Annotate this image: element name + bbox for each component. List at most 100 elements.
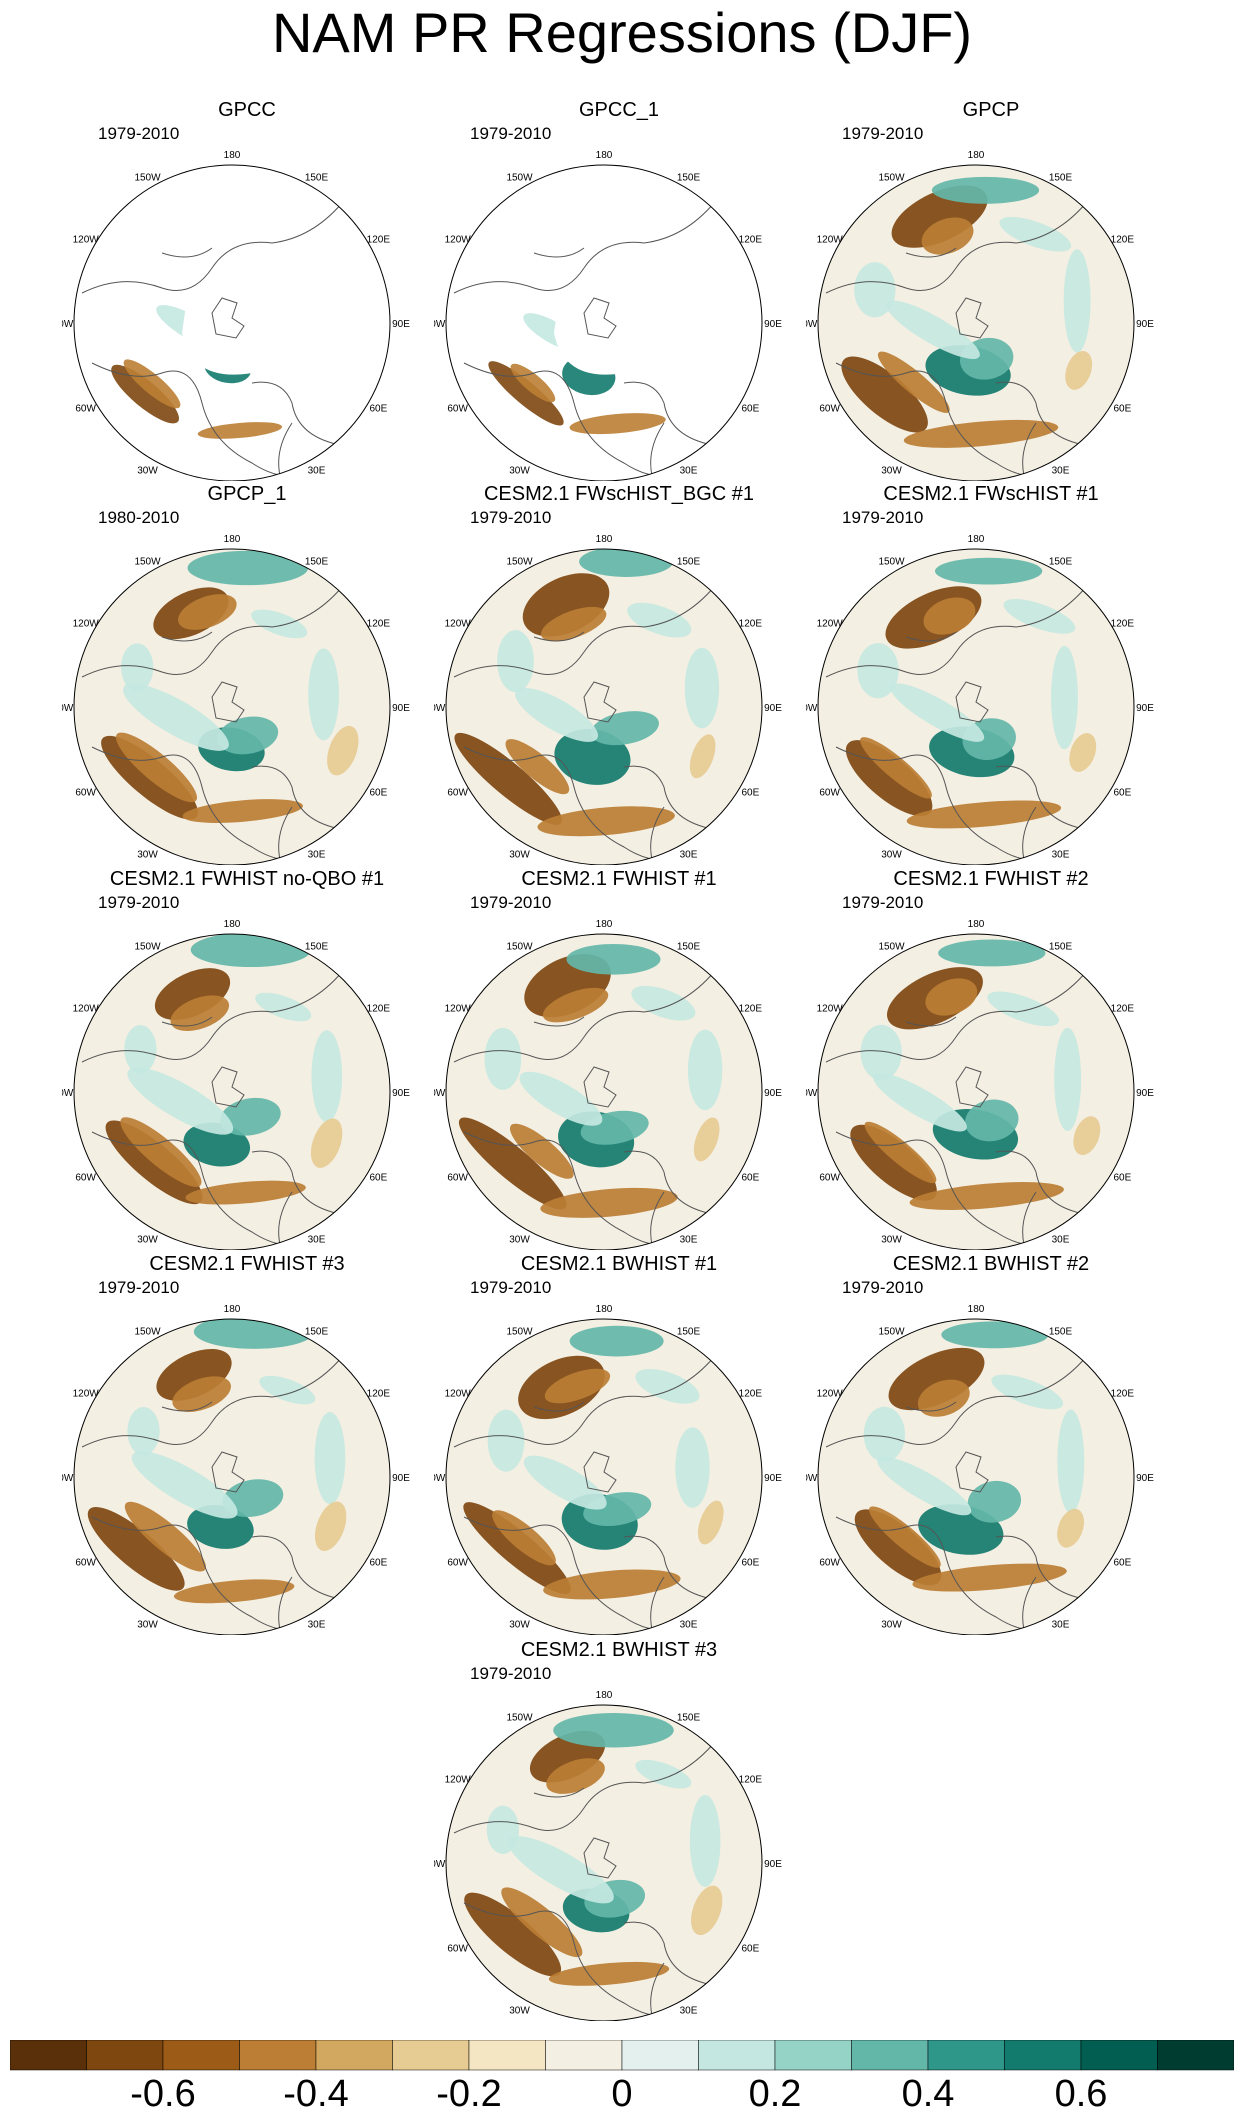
precip-anomaly [510,363,556,403]
longitude-label: 150W [134,557,161,568]
colorbar-tick-label: 0 [611,2073,632,2110]
coastline [463,1902,685,2017]
longitude-label: 90E [392,703,410,714]
colorbar-tick-label: -0.4 [283,2073,348,2110]
precip-anomaly [888,1347,985,1411]
colorbar-segment [10,2040,87,2071]
panel-title: CESM2.1 FWHIST #2 [893,868,1089,890]
longitude-label: 30W [509,1234,530,1245]
precip-anomaly [909,1182,1064,1210]
precip-anomaly [508,1836,614,1904]
precip-anomaly [501,1887,583,1958]
map-panel: 180150E120E90E60E30E030W60W90W120W150WGP… [62,482,432,865]
coastline [91,1516,313,1631]
precip-anomaly [182,799,303,823]
longitude-label: 150E [305,173,329,184]
precip-anomaly [308,648,339,741]
longitude-label: 150W [878,1327,905,1338]
coastline [91,1131,313,1246]
precip-anomaly [124,1025,157,1074]
colorbar-segment [315,2040,393,2071]
coastline [533,247,585,258]
colorbar-tick-label: 0.6 [1055,2073,1108,2110]
longitude-label: 150W [506,942,533,953]
panel-period: 1979-2010 [842,508,924,527]
longitude-label: 90W [434,703,446,714]
longitude-label: 150E [1049,942,1073,953]
longitude-label: 60W [447,788,468,799]
precip-anomaly [314,1501,347,1552]
longitude-label: 180 [596,150,613,161]
precip-anomaly [923,597,976,635]
coastline [583,1451,617,1493]
precip-anomaly [941,1321,1049,1349]
polar-map: 180150E120E90E60E30E030W60W90W120W150W [62,1304,410,1635]
longitude-label: 30W [509,2005,530,2016]
longitude-label: 90E [1136,703,1154,714]
colorbar-segment [774,2040,852,2071]
precip-anomaly [877,351,950,413]
precip-anomaly [519,1071,603,1126]
precip-anomaly [931,176,1040,204]
coastline [211,681,245,723]
precip-anomaly [509,1123,574,1179]
map-boundary [817,164,1135,481]
longitude-label: 120W [73,1389,100,1400]
longitude-label: 120W [817,619,844,630]
panel-title: CESM2.1 BWHIST #2 [892,1253,1090,1275]
precip-anomaly [906,800,1062,829]
coastline [533,1016,585,1027]
polar-map: 180150E120E90E60E30E030W60W90W120W150W [434,1690,782,2021]
longitude-label: 30E [308,1619,326,1630]
precip-anomaly [546,1758,605,1794]
colorbar-segment [1080,2040,1158,2071]
longitude-label: 60W [819,1173,840,1184]
coastline [583,1066,617,1108]
longitude-label: 90E [764,319,782,330]
longitude-label: 60E [369,1558,387,1569]
precip-anomaly [675,1427,710,1508]
panel-period: 1979-2010 [470,508,552,527]
precip-anomaly [327,725,359,776]
longitude-label: 180 [968,534,985,545]
map-panel: 180150E120E90E60E30E030W60W90W120W150WCE… [62,1252,432,1635]
longitude-label: 120E [1111,235,1135,246]
polar-map: 180150E120E90E60E30E030W60W90W120W150W [62,919,410,1250]
precip-anomaly [845,740,933,817]
panel-title: CESM2.1 BWHIST #1 [520,1253,718,1275]
longitude-label: 90W [806,1088,818,1099]
map-panel: 180150E120E90E60E30E030W60W90W120W150WCE… [434,482,804,865]
precip-anomaly [689,734,716,779]
precip-anomaly [987,991,1060,1027]
longitude-label: 60W [447,1173,468,1184]
precip-anomaly [120,1117,202,1187]
precip-anomaly [965,1099,1019,1142]
panel-period: 1979-2010 [842,1278,924,1297]
precip-anomaly [999,216,1072,252]
map-panel: 180150E120E90E60E30E030W60W90W120W150WCE… [62,867,432,1250]
longitude-label: 60E [369,1173,387,1184]
coastline [533,1401,585,1412]
longitude-label: 150W [506,173,533,184]
precip-anomaly [124,1501,206,1572]
longitude-label: 120E [1111,619,1135,630]
polar-map: 180150E120E90E60E30E030W60W90W120W150W [434,1304,782,1635]
coastline [161,1401,213,1412]
precip-anomaly [540,1187,678,1218]
longitude-label: 120W [73,235,100,246]
precip-anomaly [1003,598,1076,634]
colorbar-segment [239,2040,317,2071]
longitude-label: 30E [308,849,326,860]
coastline [905,1016,957,1027]
longitude-label: 90W [62,319,74,330]
precip-anomaly [1051,645,1078,750]
coastline [955,1451,989,1493]
colorbar: -0.6 -0.4 -0.2 0 0.2 0.4 0.6 [10,2040,1234,2110]
precip-anomaly [890,683,985,742]
precip-anomaly [187,1505,254,1549]
precip-anomaly [544,1368,611,1404]
panel-title: GPCC [218,99,276,121]
precip-anomaly [172,1376,231,1412]
longitude-label: 90E [764,703,782,714]
missing-data-area [554,251,660,375]
